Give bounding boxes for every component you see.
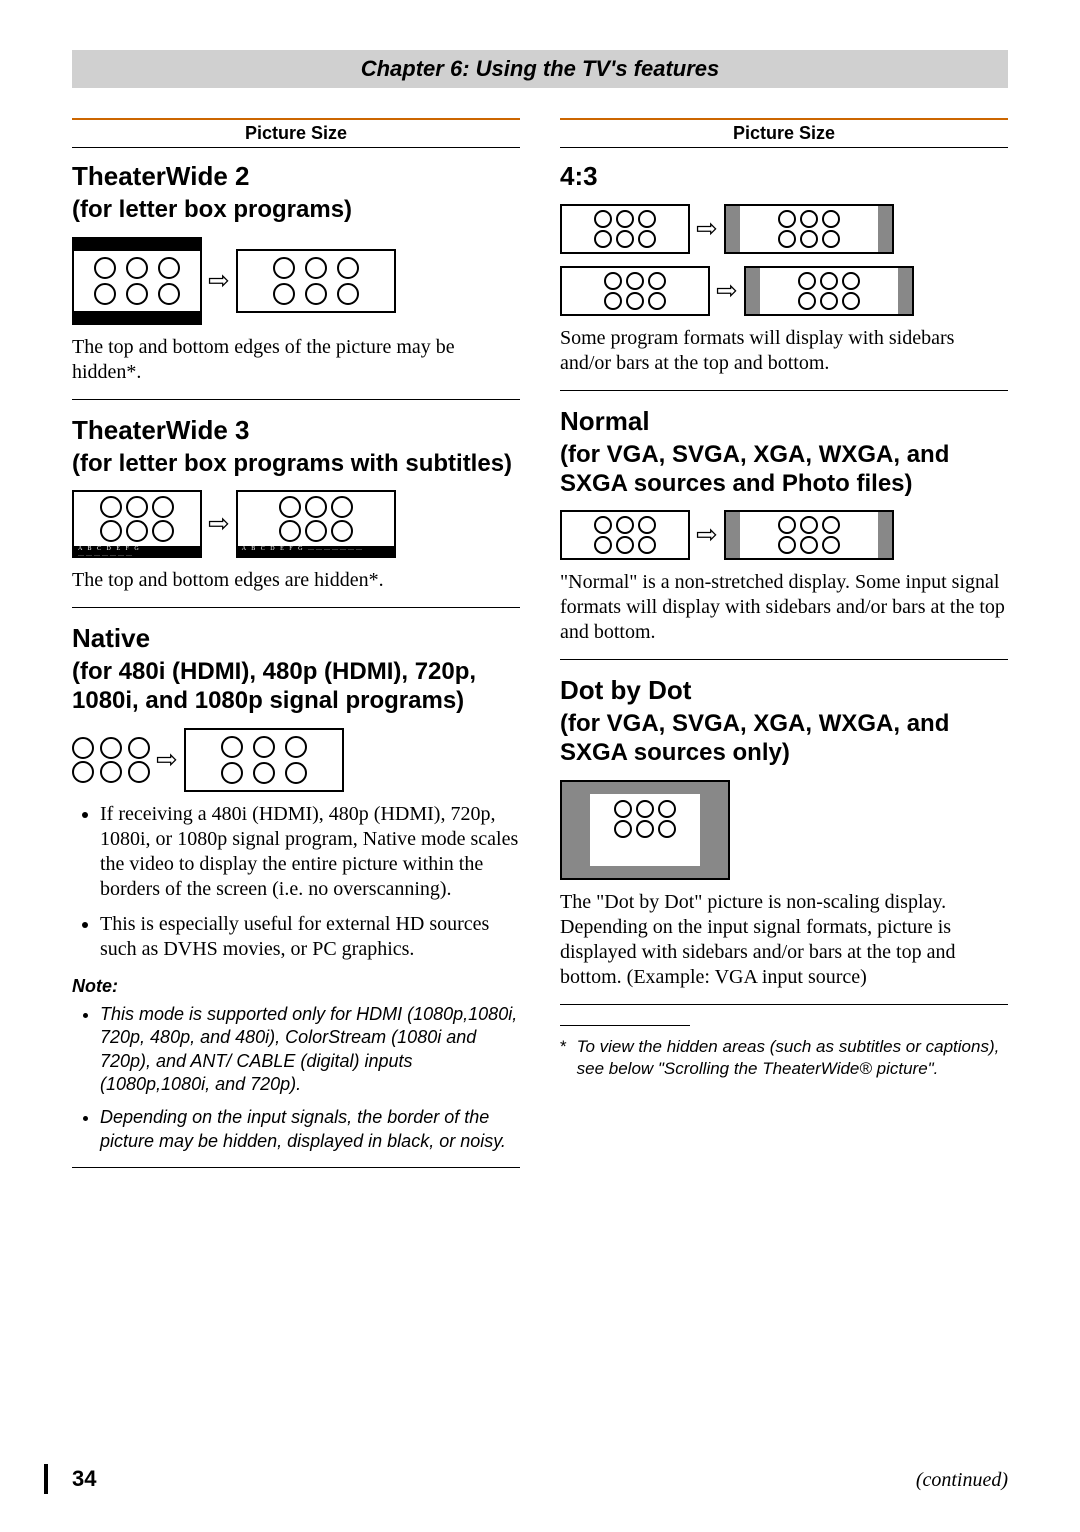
theaterwide2-diagram: ⇨ [72,237,520,325]
native-bullets: If receiving a 480i (HDMI), 480p (HDMI),… [72,802,520,962]
fourthree-title: 4:3 [560,162,1008,192]
footnote: * To view the hidden areas (such as subt… [560,1036,1008,1080]
picture-size-label: Picture Size [245,123,347,143]
tw2-result-frame [236,249,396,313]
tw2-source-frame [72,237,202,325]
picture-size-label: Picture Size [733,123,835,143]
43-result-frame [724,204,894,254]
arrow-icon: ⇨ [208,511,230,537]
page-number: 34 [72,1466,96,1492]
43-source2-frame [560,266,710,316]
theaterwide3-diagram: A B C D E F G ………………… ⇨ A B C D E F G ……… [72,490,520,558]
chapter-header: Chapter 6: Using the TV's features [72,50,1008,88]
list-item: If receiving a 480i (HDMI), 480p (HDMI),… [100,802,520,902]
picture-size-bar-right: Picture Size [560,118,1008,148]
continued-label: (continued) [916,1469,1008,1492]
native-source-frame [72,735,150,785]
fourthree-diagram-1: ⇨ [560,204,1008,254]
divider [72,399,520,400]
normal-block: Normal (for VGA, SVGA, XGA, WXGA, and SX… [560,407,1008,645]
chapter-title: Chapter 6: Using the TV's features [361,56,720,81]
theaterwide3-subtitle: (for letter box programs with subtitles) [72,450,520,479]
note-heading: Note: [72,976,520,997]
dotbydot-subtitle: (for VGA, SVGA, XGA, WXGA, and SXGA sour… [560,710,1008,768]
native-result-frame [184,728,344,792]
normal-subtitle: (for VGA, SVGA, XGA, WXGA, and SXGA sour… [560,441,1008,499]
arrow-icon: ⇨ [716,278,738,304]
arrow-icon: ⇨ [156,747,178,773]
divider [72,607,520,608]
fourthree-block: 4:3 ⇨ ⇨ Some [560,162,1008,376]
native-notes: This mode is supported only for HDMI (10… [72,1003,520,1153]
left-column: Picture Size TheaterWide 2 (for letter b… [72,118,520,1184]
theaterwide3-block: TheaterWide 3 (for letter box programs w… [72,416,520,594]
tw3-source-frame: A B C D E F G ………………… [72,490,202,558]
list-item: This is especially useful for external H… [100,912,520,962]
native-diagram: ⇨ [72,728,520,792]
theaterwide2-block: TheaterWide 2 (for letter box programs) … [72,162,520,385]
theaterwide2-subtitle: (for letter box programs) [72,196,520,225]
dotbydot-title: Dot by Dot [560,676,1008,706]
arrow-icon: ⇨ [696,522,718,548]
picture-size-bar-left: Picture Size [72,118,520,148]
theaterwide2-desc: The top and bottom edges of the picture … [72,335,520,385]
normal-diagram: ⇨ [560,510,1008,560]
43-result2-frame [744,266,914,316]
normal-result-frame [724,510,894,560]
divider [560,1004,1008,1005]
dotbydot-diagram [560,780,1008,880]
43-source-frame [560,204,690,254]
footnote-text: To view the hidden areas (such as subtit… [577,1036,1008,1080]
right-column: Picture Size 4:3 ⇨ ⇨ [560,118,1008,1184]
native-block: Native (for 480i (HDMI), 480p (HDMI), 72… [72,624,520,1168]
footnote-asterisk: * [560,1036,567,1080]
page-number-bar [44,1464,48,1494]
list-item: Depending on the input signals, the bord… [100,1106,520,1153]
native-title: Native [72,624,520,654]
theaterwide3-title: TheaterWide 3 [72,416,520,446]
arrow-icon: ⇨ [696,216,718,242]
theaterwide2-title: TheaterWide 2 [72,162,520,192]
subtitle-strip: A B C D E F G ………………… [238,546,394,556]
theaterwide3-desc: The top and bottom edges are hidden*. [72,568,520,593]
normal-title: Normal [560,407,1008,437]
divider [560,659,1008,660]
fourthree-diagram-2: ⇨ [560,266,1008,316]
normal-desc: "Normal" is a non-stretched display. Som… [560,570,1008,645]
dotbydot-desc: The "Dot by Dot" picture is non-scaling … [560,890,1008,990]
divider [72,1167,520,1168]
dotbydot-block: Dot by Dot (for VGA, SVGA, XGA, WXGA, an… [560,676,1008,989]
normal-source-frame [560,510,690,560]
content-columns: Picture Size TheaterWide 2 (for letter b… [72,118,1008,1184]
footnote-rule [560,1025,690,1026]
list-item: This mode is supported only for HDMI (10… [100,1003,520,1097]
dotbydot-frame [560,780,730,880]
arrow-icon: ⇨ [208,268,230,294]
subtitle-strip: A B C D E F G ………………… [74,546,200,556]
fourthree-desc: Some program formats will display with s… [560,326,1008,376]
tw3-result-frame: A B C D E F G ………………… [236,490,396,558]
divider [560,390,1008,391]
native-subtitle: (for 480i (HDMI), 480p (HDMI), 720p, 108… [72,658,520,716]
